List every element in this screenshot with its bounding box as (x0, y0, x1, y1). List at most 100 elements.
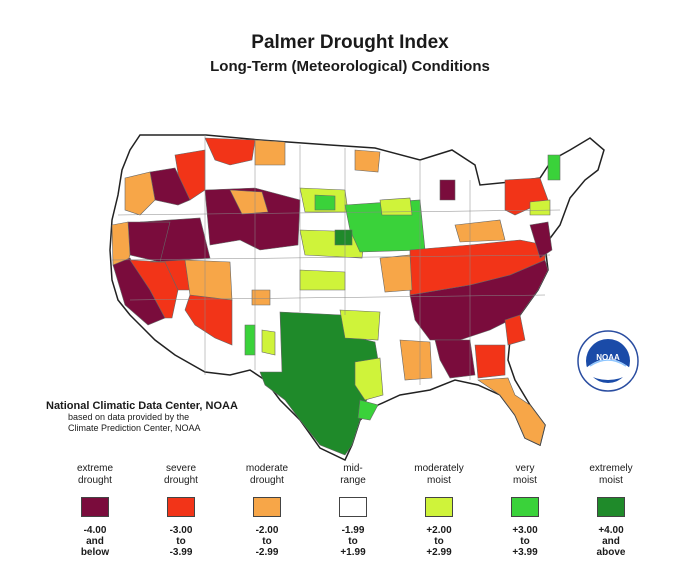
region-sc-severe (504, 314, 526, 346)
legend-range-line: to (520, 536, 530, 547)
legend-swatch (339, 497, 367, 517)
credit-line-1: based on data provided by the (68, 412, 190, 422)
legend-range-line: to (348, 536, 358, 547)
region-ms-orange (399, 339, 433, 381)
legend-item: moderate drought -2.00 to -2.99 (232, 463, 302, 558)
legend-range-line: to (176, 536, 186, 547)
legend-range-line: -3.99 (169, 547, 193, 558)
legend-range-line: below (80, 547, 110, 558)
region-pa-mod (529, 199, 551, 216)
credit-organization: National Climatic Data Center, NOAA (46, 400, 238, 412)
legend-swatch (253, 497, 281, 517)
region-nm-moist (244, 324, 256, 356)
legend-label-line: drought (164, 475, 198, 486)
region-vt-moist (547, 154, 561, 181)
data-credit: National Climatic Data Center, NOAA base… (46, 400, 238, 434)
legend-range-line: and (86, 536, 104, 547)
legend-label-line: moist (427, 475, 451, 486)
region-utah-wyoming (204, 187, 301, 251)
legend-label-line: moist (599, 475, 623, 486)
legend-item: mid-range -1.99 to +1.99 (318, 463, 388, 558)
region-nm-mod (261, 329, 276, 356)
region-montana (204, 137, 256, 166)
region-wyoming-north (229, 189, 269, 215)
region-mn-mod (379, 197, 413, 216)
page-title: Palmer Drought Index (251, 32, 449, 53)
region-nevada-south (149, 259, 191, 291)
legend-label-line: extremely (589, 463, 633, 474)
legend-range-line: +2.00 (426, 525, 452, 536)
legend-label-line: moist (513, 475, 537, 486)
noaa-logo-text: NOAA (596, 353, 620, 362)
state-lines (111, 135, 561, 385)
legend-range-line: +3.99 (512, 547, 538, 558)
legend-label-line: mid- (343, 463, 363, 474)
region-mo-orange (379, 254, 413, 293)
region-dakota-orange (354, 149, 381, 173)
legend-item: severe drought -3.00 to -3.99 (146, 463, 216, 558)
region-louisiana-moist (354, 357, 384, 401)
page-subtitle: Long-Term (Meteorological) Conditions (210, 58, 490, 75)
legend-swatch (81, 497, 109, 517)
region-se-severe-north (409, 239, 546, 296)
region-ks-mod (299, 269, 346, 291)
legend-label: severe drought (146, 463, 216, 487)
legend-range-line: +3.00 (512, 525, 538, 536)
legend-range: -2.00 to -2.99 (232, 525, 302, 558)
legend-range-line: and (602, 536, 620, 547)
region-fl (477, 377, 546, 446)
legend-range: +2.00 to +2.99 (404, 525, 474, 558)
legend-swatch (511, 497, 539, 517)
noaa-logo-icon: NOAA (577, 330, 639, 392)
legend-swatch (425, 497, 453, 517)
legend-item: moderately moist +2.00 to +2.99 (404, 463, 474, 558)
legend-label-line: extreme (76, 463, 114, 474)
legend-swatch (597, 497, 625, 517)
legend-item: extreme drought -4.00 and below (60, 463, 130, 558)
legend-label-line: very (515, 463, 535, 474)
credit-line-2: Climate Prediction Center, NOAA (68, 423, 201, 433)
legend-label-line: moderately (414, 463, 464, 474)
legend-label: moderate drought (232, 463, 302, 487)
legend-range: -3.00 to -3.99 (146, 525, 216, 558)
legend-swatch (167, 497, 195, 517)
region-mid-atlantic (529, 221, 553, 259)
legend-label-line: moderate (245, 463, 289, 474)
legend-range: +3.00 to +3.99 (490, 525, 560, 558)
legend-label-line: severe (165, 463, 196, 474)
legend-label: moderately moist (404, 463, 474, 487)
legend-range-line: -3.00 (169, 525, 193, 536)
region-ga-severe (474, 344, 506, 379)
region-arizona-north (184, 259, 233, 301)
legend-range: -4.00 and below (60, 525, 130, 558)
legend-label-line: drought (250, 475, 284, 486)
region-sd-very (314, 194, 336, 211)
legend-range-line: +2.99 (426, 547, 452, 558)
legend-label-line: range (340, 475, 366, 486)
legend-label: mid-range (318, 463, 388, 487)
legend-range-line: -2.00 (255, 525, 279, 536)
legend-range-line: -2.99 (255, 547, 279, 558)
legend-range: +4.00 and above (576, 525, 646, 558)
legend-range-line: above (596, 547, 626, 558)
legend-label: very moist (490, 463, 560, 487)
legend-range-line: -1.99 (341, 525, 365, 536)
legend-label: extremely moist (576, 463, 646, 487)
region-ga-al (434, 339, 476, 379)
legend-label-line: drought (78, 475, 112, 486)
region-oklahoma-moist (339, 309, 381, 341)
legend-range-line: to (262, 536, 272, 547)
legend-range-line: +4.00 (598, 525, 624, 536)
legend-range-line: +1.99 (340, 547, 366, 558)
legend-range: -1.99 to +1.99 (318, 525, 388, 558)
region-co-orange (251, 289, 271, 306)
region-oh-orange (454, 219, 506, 243)
region-washington (124, 171, 156, 216)
legend: extreme drought -4.00 and below severe drought… (60, 463, 660, 563)
region-montana-east (254, 139, 286, 166)
legend-item: extremely moist +4.00 and above (576, 463, 646, 558)
region-ia-extreme (334, 229, 353, 246)
region-mich (439, 179, 456, 201)
legend-range-line: -4.00 (83, 525, 107, 536)
